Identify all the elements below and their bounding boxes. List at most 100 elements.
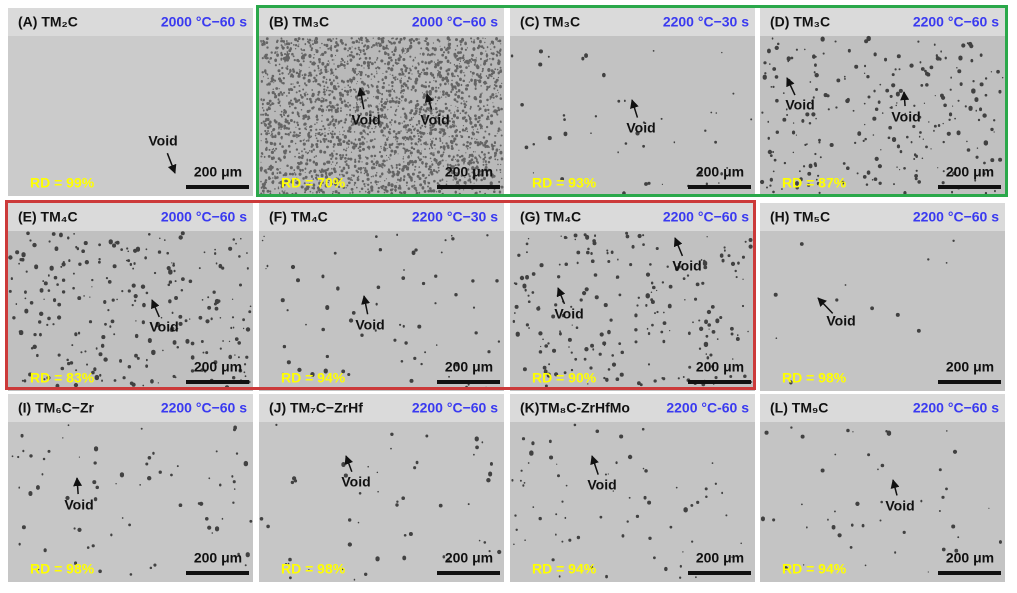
micrograph [259,422,504,582]
micrograph [510,36,755,196]
scale-bar-label: 200 μm [445,164,493,180]
panel-label: (G) TM₄C [520,209,581,225]
scale-bar [688,380,751,384]
scale-bar-label: 200 μm [696,164,744,180]
panel-header [510,394,755,422]
relative-density: RD = 83% [30,370,95,386]
void-label: Void [891,109,920,125]
scale-bar [186,380,249,384]
group-frame [256,5,1008,197]
panel-header [760,203,1005,231]
panel-label: (B) TM₃C [269,14,329,30]
scale-bar [437,571,500,575]
panel-header [760,394,1005,422]
speckle [760,35,1004,195]
void-label: Void [341,474,370,490]
relative-density: RD = 87% [782,175,847,191]
void-arrow [556,287,566,305]
void-label: Void [785,97,814,113]
panel-condition: 2200 °C−60 s [161,400,247,416]
panel-label: (F) TM₄C [269,209,328,225]
void-label: Void [420,112,449,128]
scale-bar-label: 200 μm [946,164,994,180]
scale-bar [186,571,249,575]
speckle [511,423,742,579]
panel: (L) TM₉C 2200 °C−60 s Void RD = 94% 200 μm [760,394,1005,582]
panel-label: (J) TM₇C−ZrHf [269,400,363,416]
relative-density: RD = 94% [532,561,597,577]
void-arrow [73,477,83,495]
panel: (D) TM₃C 2200 °C−60 s Void Void RD = 87% 200 … [760,8,1005,196]
void-arrow [786,77,796,96]
void-label: Void [149,319,178,335]
void-arrow [361,295,371,315]
panel-header [510,8,755,36]
scale-bar [688,185,751,189]
panel-condition: 2000 °C−60 s [161,209,247,225]
void-label: Void [355,317,384,333]
panel-header [259,203,504,231]
scale-bar-label: 200 μm [445,550,493,566]
void-label: Void [626,120,655,136]
panel: (E) TM₄C 2000 °C−60 s Void RD = 83% 200 μm [8,203,253,391]
panel-condition: 2200 °C−60 s [913,209,999,225]
relative-density: RD = 98% [281,561,346,577]
scale-bar-label: 200 μm [696,550,744,566]
void-label: Void [148,133,177,149]
relative-density: RD = 90% [532,370,597,386]
relative-density: RD = 94% [782,561,847,577]
panel: (H) TM₅C 2200 °C−60 s Void RD = 98% 200 μm [760,203,1005,391]
panel: (F) TM₄C 2200 °C−30 s Void RD = 94% 200 μm [259,203,504,391]
panel-condition: 2000 °C−60 s [161,14,247,30]
void-arrow [357,87,366,110]
speckle [259,36,504,196]
scale-bar-label: 200 μm [194,164,242,180]
panel-label: (C) TM₃C [520,14,580,30]
void-arrow [900,91,910,107]
void-arrow [673,237,684,257]
panel-label: (L) TM₉C [770,400,828,416]
panel-header [8,8,253,36]
panel-label: (E) TM₄C [18,209,78,225]
panel: (A) TM₂C 2000 °C−60 s Void RD = 99% 200 μm [8,8,253,196]
scale-bar [186,185,249,189]
void-arrow [166,152,177,174]
relative-density: RD = 98% [30,561,95,577]
relative-density: RD = 94% [281,370,346,386]
scale-bar-label: 200 μm [194,359,242,375]
micrograph [760,231,1005,391]
void-label: Void [826,313,855,329]
void-label: Void [554,306,583,322]
panel: (K)TM₈C-ZrHfMo 2200 °C-60 s Void RD = 94% 20… [510,394,755,582]
void-arrow [424,93,434,110]
micrograph [510,422,755,582]
void-label: Void [587,477,616,493]
panel-condition: 2200 °C-60 s [666,400,749,416]
panel: (I) TM₆C−Zr 2200 °C−60 s Void RD = 98% 200 μ… [8,394,253,582]
relative-density: RD = 98% [782,370,847,386]
micrograph [8,36,253,196]
void-label: Void [64,497,93,513]
micrograph [510,231,755,391]
scale-bar [938,380,1001,384]
micrograph [8,231,253,391]
void-arrow [151,299,160,318]
scale-bar-label: 200 μm [445,359,493,375]
scale-bar-label: 200 μm [946,359,994,375]
panel-header [760,8,1005,36]
panel-condition: 2200 °C−30 s [412,209,498,225]
panel-label: (A) TM₂C [18,14,78,30]
void-label: Void [351,112,380,128]
panel-header [259,8,504,36]
relative-density: RD = 93% [532,175,597,191]
scale-bar-label: 200 μm [194,550,242,566]
speckle [259,423,502,581]
micrograph [760,36,1005,196]
scale-bar [437,185,500,189]
panel-condition: 2200 °C−60 s [412,400,498,416]
panel-label: (D) TM₃C [770,14,830,30]
void-arrow [817,297,834,314]
void-arrow [344,455,354,473]
panel: (J) TM₇C−ZrHf 2200 °C−60 s Void RD = 98% 200… [259,394,504,582]
